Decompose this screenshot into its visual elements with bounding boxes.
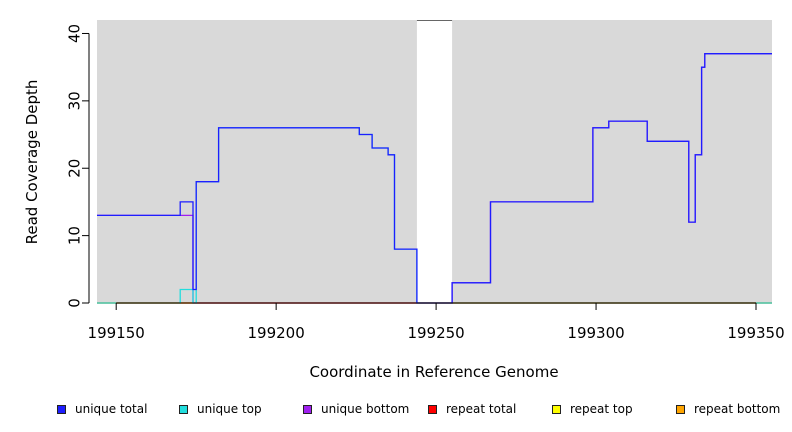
legend-label: unique bottom xyxy=(321,402,410,416)
legend-swatch xyxy=(428,404,437,414)
legend-label: unique total xyxy=(75,402,148,416)
legend-entry-repeat-top: repeat top xyxy=(552,401,633,417)
legend: unique total unique top unique bottom repea… xyxy=(0,401,792,417)
x-tick-label: 199300 xyxy=(567,324,624,342)
legend-label: unique top xyxy=(197,402,262,416)
x-axis-title: Coordinate in Reference Genome xyxy=(309,363,558,381)
gap-region xyxy=(416,20,453,303)
y-axis-title: Read Coverage Depth xyxy=(23,80,41,245)
legend-label: repeat top xyxy=(570,402,633,416)
legend-label: repeat total xyxy=(446,402,517,416)
legend-entry-unique-top: unique top xyxy=(179,401,262,417)
y-tick-label: 20 xyxy=(66,159,84,178)
legend-entry-repeat-total: repeat total xyxy=(428,401,516,417)
y-tick-label: 10 xyxy=(66,226,84,245)
legend-entry-repeat-bottom: repeat bottom xyxy=(676,401,780,417)
legend-swatch xyxy=(552,404,561,414)
y-tick-label: 40 xyxy=(66,24,84,43)
x-tick-label: 199150 xyxy=(88,324,145,342)
legend-swatch xyxy=(676,404,685,414)
y-axis: 0 10 20 30 40 xyxy=(66,24,90,308)
coverage-chart: 199150 199200 199250 199300 199350 0 10 20 30 40… xyxy=(23,20,785,381)
x-tick-label: 199200 xyxy=(248,324,305,342)
x-tick-label: 199350 xyxy=(727,324,784,342)
legend-swatch xyxy=(57,404,66,414)
y-tick-label: 30 xyxy=(66,91,84,110)
legend-entry-unique-bottom: unique bottom xyxy=(303,401,409,417)
legend-swatch xyxy=(303,404,312,414)
legend-swatch xyxy=(179,404,188,414)
y-tick-label: 0 xyxy=(66,298,84,308)
x-axis: 199150 199200 199250 199300 199350 xyxy=(88,302,785,342)
legend-entry-unique-total: unique total xyxy=(57,401,147,417)
legend-label: repeat bottom xyxy=(694,402,781,416)
x-tick-label: 199250 xyxy=(407,324,464,342)
